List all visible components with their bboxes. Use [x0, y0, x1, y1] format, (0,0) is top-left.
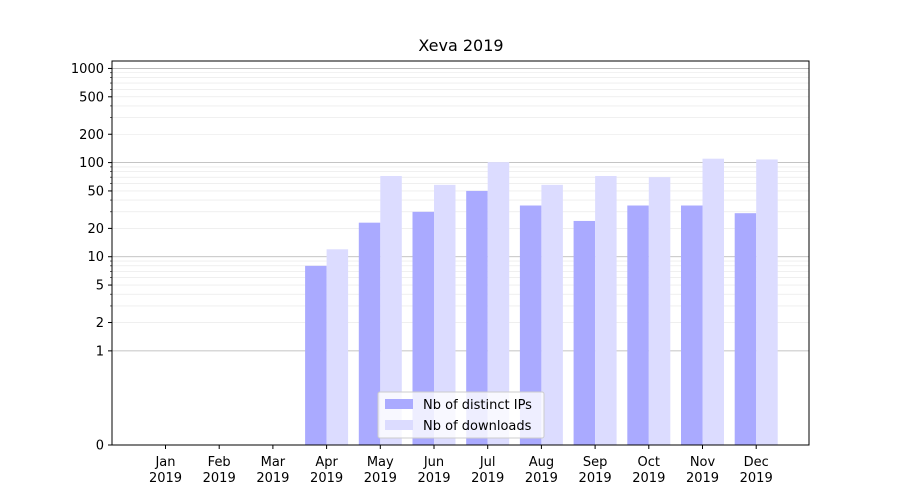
bar-downloads — [487, 162, 510, 445]
y-tick-label: 20 — [87, 222, 104, 237]
legend-swatch-distinct-ips — [385, 399, 413, 409]
x-tick-label-year: 2019 — [417, 471, 450, 486]
bar-distinct-ips — [358, 222, 381, 445]
x-tick-label-year: 2019 — [256, 471, 289, 486]
chart-title: Xeva 2019 — [418, 36, 503, 55]
x-tick-label-year: 2019 — [149, 471, 182, 486]
x-tick-label-month: Aug — [529, 455, 554, 470]
bar-downloads — [702, 158, 724, 445]
legend-label-distinct-ips: Nb of distinct IPs — [423, 398, 532, 413]
bar-downloads — [380, 176, 402, 445]
x-tick-label-month: Sep — [583, 455, 608, 470]
bar-downloads — [326, 249, 349, 445]
x-tick-label-year: 2019 — [740, 471, 773, 486]
x-tick-label-year: 2019 — [686, 471, 719, 486]
y-tick-label: 200 — [79, 128, 104, 143]
x-tick-label-year: 2019 — [525, 471, 558, 486]
x-tick-label-month: May — [367, 455, 394, 470]
x-tick-label-year: 2019 — [310, 471, 343, 486]
bar-distinct-ips — [734, 213, 757, 445]
x-tick-label-year: 2019 — [203, 471, 236, 486]
legend-label-downloads: Nb of downloads — [423, 419, 532, 434]
legend-swatch-downloads — [385, 420, 413, 430]
bar-distinct-ips — [627, 205, 649, 445]
bar-distinct-ips — [573, 220, 596, 445]
legend: Nb of distinct IPs Nb of downloads — [377, 391, 545, 439]
x-tick-label-month: Jan — [154, 455, 175, 470]
y-tick-label: 100 — [79, 156, 104, 171]
bar-distinct-ips — [681, 205, 703, 445]
bar-distinct-ips — [412, 211, 434, 445]
y-tick-label: 50 — [87, 184, 104, 199]
y-axis: 0 1 2 5 10 20 50 100 200 500 1000 — [71, 62, 112, 454]
y-tick-label: 5 — [96, 279, 104, 294]
y-tick-label: 10 — [87, 250, 104, 265]
x-tick-label-month: Oct — [638, 455, 660, 470]
x-tick-label-year: 2019 — [579, 471, 612, 486]
bar-downloads — [648, 177, 671, 446]
y-tick-label: 500 — [79, 90, 104, 105]
bar-downloads — [434, 184, 456, 445]
y-tick-label: 1000 — [71, 62, 104, 77]
x-tick-label-month: Jun — [423, 455, 444, 470]
x-tick-label-month: Feb — [208, 455, 231, 470]
plot-frame — [111, 60, 810, 446]
bar-distinct-ips — [305, 265, 327, 445]
bar-downloads — [541, 184, 563, 445]
x-tick-label-month: Jul — [479, 455, 496, 470]
y-tick-label: 2 — [96, 316, 104, 331]
legend-box — [377, 391, 545, 439]
x-axis: Jan2019Feb2019Mar2019Apr2019May2019Jun20… — [149, 445, 773, 486]
x-tick-label-month: Apr — [315, 455, 338, 470]
x-tick-label-year: 2019 — [364, 471, 397, 486]
y-tick-label: 1 — [96, 344, 104, 359]
bar-downloads — [756, 159, 778, 446]
bar-distinct-ips — [466, 190, 488, 445]
bar-downloads — [595, 176, 617, 445]
x-tick-label-year: 2019 — [632, 471, 665, 486]
x-tick-label-month: Dec — [744, 455, 769, 470]
bars-layer — [305, 158, 778, 446]
x-tick-label-year: 2019 — [471, 471, 504, 486]
bar-distinct-ips — [519, 205, 542, 445]
y-tick-label: 0 — [96, 439, 104, 454]
x-tick-label-month: Nov — [690, 455, 716, 470]
x-tick-label-month: Mar — [261, 455, 286, 470]
